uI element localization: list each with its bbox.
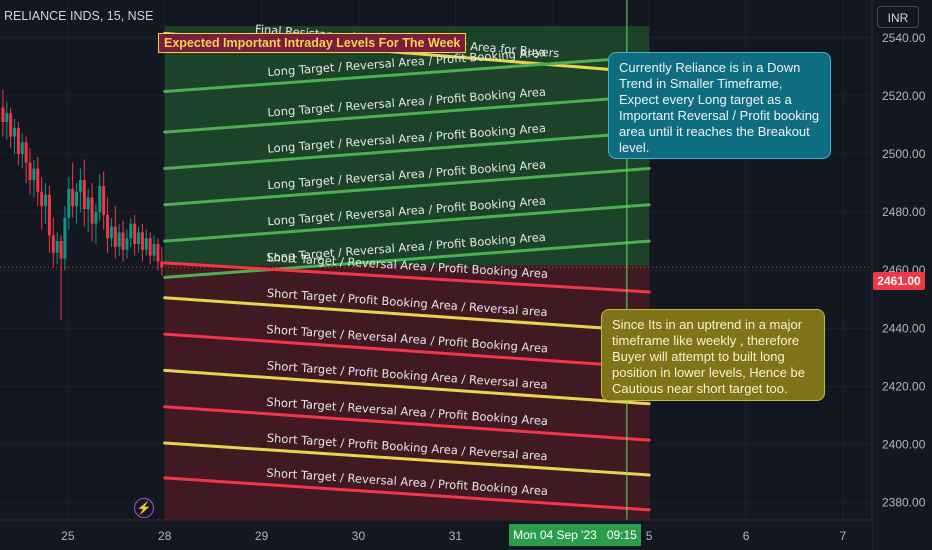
price-tick-label: 2540.00 [882,31,926,45]
long-level-line [163,239,651,279]
time-tick-label: 28 [158,529,172,543]
candle-body [90,197,94,224]
candle-body [113,226,117,247]
yellow-level-line [163,296,651,333]
candle-body [125,238,129,250]
long-level-line [163,166,651,207]
time-tick-label: 5 [646,529,653,543]
short-zone [164,265,650,520]
lightning-icon[interactable]: ⚡ [134,498,154,518]
time-axis-bg [0,520,872,550]
long-level-line [163,55,651,94]
candle-body [51,235,55,253]
time-tick-label: 7 [840,529,847,543]
cursor-time-tag: Mon 04 Sep '23 09:15 [509,524,641,546]
current-price-tag: 2461.00 [873,272,925,290]
candle-body [20,142,24,154]
candlestick-series [0,90,872,320]
candle-body [78,180,82,192]
candle-body [13,127,17,137]
long-level-line [163,203,651,243]
candle-body [86,197,90,210]
candle-body [44,194,48,207]
candle-body [109,226,113,239]
candle-body [152,244,156,256]
candle-body [75,191,79,207]
candle-body [148,238,152,256]
candle-body [47,194,51,236]
candle-body [24,142,28,163]
candle-body [1,107,5,123]
candle-body [144,238,148,250]
yellow-level-line [163,441,651,477]
price-tick-label: 2520.00 [882,89,926,103]
short-level-line [163,332,651,369]
price-tick-label: 2480.00 [882,205,926,219]
candle-body [133,223,137,245]
candle-body [9,113,13,137]
callout-uptrend-note[interactable]: Since Its in an uptrend in a major timef… [601,309,825,401]
symbol-label[interactable]: RELIANCE INDS, 15, NSE [4,9,154,23]
price-tick-label: 2440.00 [882,321,926,335]
candle-body [129,223,133,239]
candle-body [137,232,141,245]
candle-body [82,180,86,210]
candle-body [156,244,160,262]
candle-body [121,232,125,250]
candle-body [36,168,40,192]
short-level-line [163,261,651,294]
long-level-line [163,94,651,134]
price-tick-label: 2420.00 [882,379,926,393]
time-tick-label: 31 [449,529,463,543]
candle-body [63,217,67,259]
time-axis: 2528293031Sep567 [0,519,872,550]
time-tick-label: 6 [743,529,750,543]
price-tick-label: 2500.00 [882,147,926,161]
candle-body [71,188,75,207]
candle-body [32,168,36,181]
candle-body [5,113,9,123]
candle-body [160,261,164,268]
short-level-line [163,405,651,442]
candle-body [28,162,32,181]
long-level-line [163,130,651,170]
candle-body [102,185,106,215]
short-level-line [163,476,651,512]
candle-body [16,127,20,154]
price-tick-label: 2400.00 [882,437,926,451]
candle-body [59,241,63,259]
yellow-level-line [163,368,651,406]
time-tick-label: 30 [352,529,366,543]
callout-downtrend-note[interactable]: Currently Reliance is in a Down Trend in… [608,52,831,159]
candle-body [117,232,121,247]
candle-body [67,188,71,218]
time-tick-label: 25 [61,529,75,543]
candle-body [140,232,144,250]
chart-title-annotation[interactable]: Expected Important Intraday Levels For T… [158,33,467,53]
price-tick-label: 2380.00 [882,496,926,510]
candle-body [55,241,59,253]
candle-body [98,185,102,213]
candle-body [106,214,110,239]
candle-body [40,191,44,207]
currency-button[interactable]: INR [877,6,919,28]
time-tick-label: 29 [255,529,269,543]
candle-body [94,212,98,224]
